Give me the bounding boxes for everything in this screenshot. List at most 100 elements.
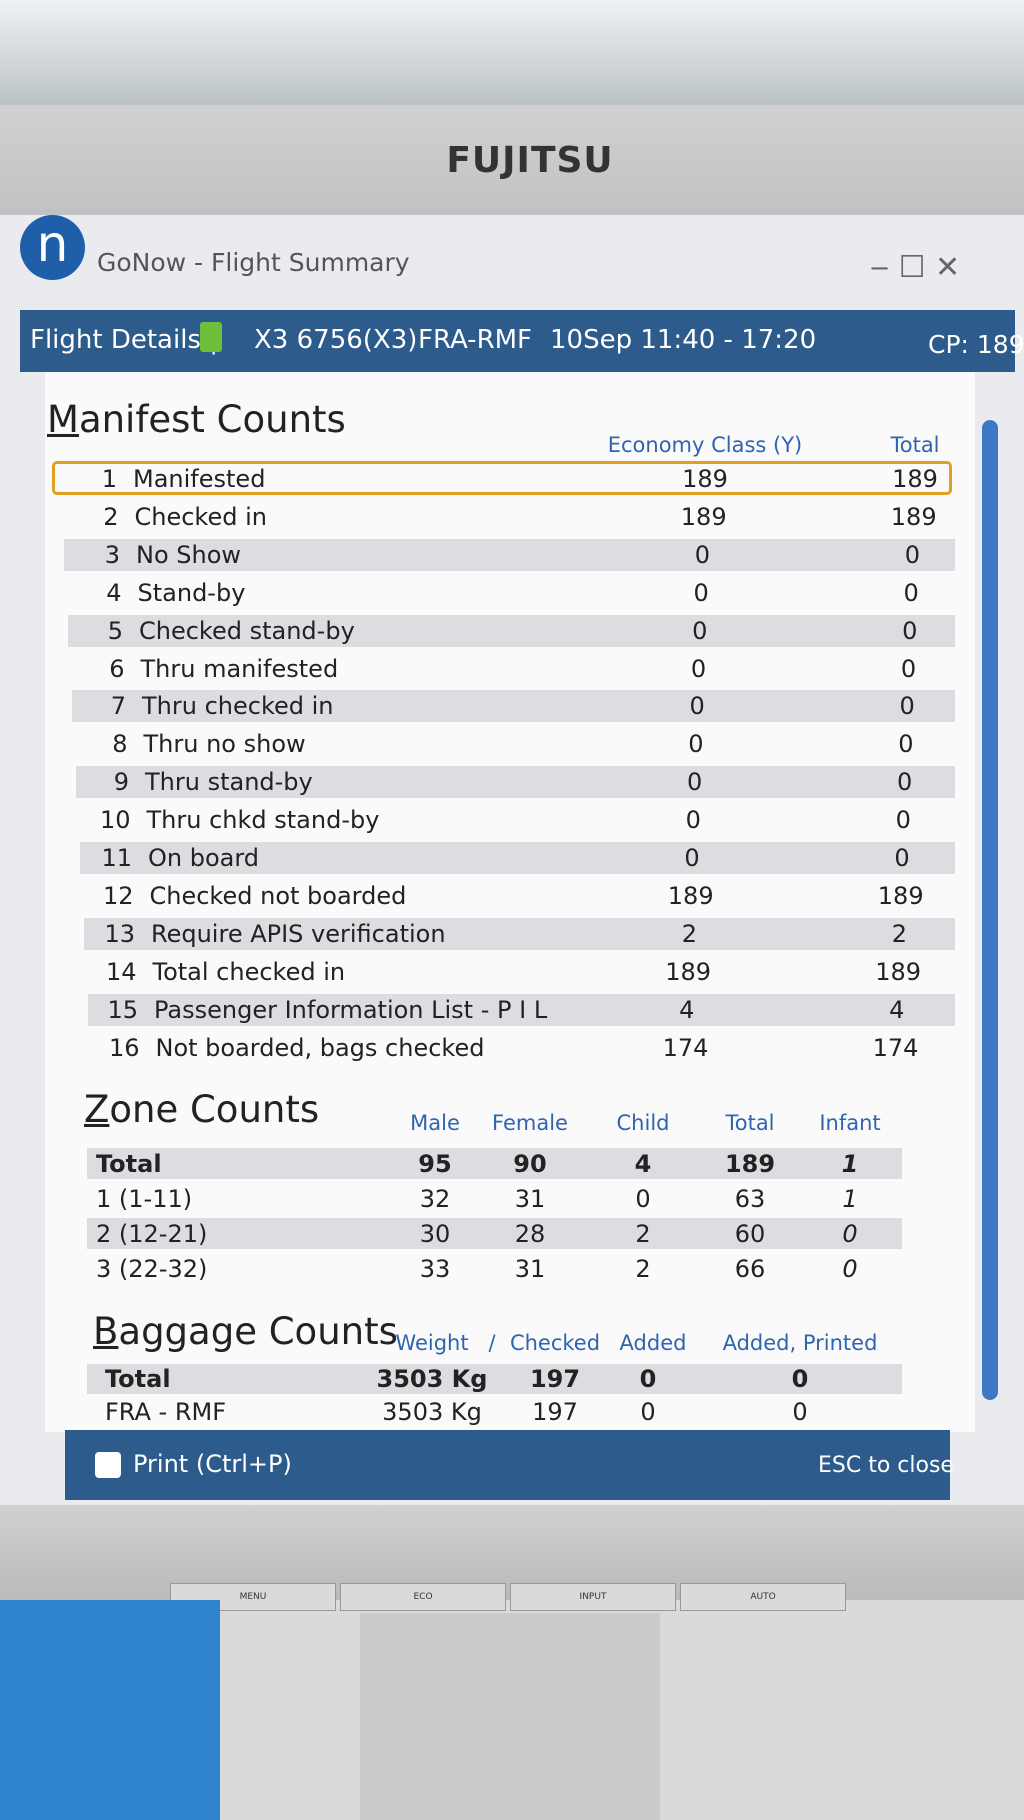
footer-bar (65, 1430, 950, 1500)
zone-value: 66 (734, 1255, 766, 1283)
baggage-label: FRA - RMF (105, 1398, 227, 1426)
selected-row (52, 461, 952, 495)
row-label: Checked in (134, 502, 267, 531)
baggage-value: 0 (639, 1365, 657, 1393)
section-title: Baggage Counts (93, 1310, 398, 1353)
row-stripe (80, 842, 955, 874)
count-value: 0 (900, 654, 917, 683)
row-stripe (87, 1364, 902, 1394)
section-title: Zone Counts (84, 1088, 320, 1131)
row-stripe (68, 614, 955, 647)
zone-value: 2 (635, 1255, 651, 1283)
baggage-value: 197 (529, 1365, 581, 1393)
zone-label: 2 (12-21) (96, 1220, 208, 1248)
row-number: 12 (102, 881, 134, 910)
count-value: 2 (681, 919, 698, 948)
column-header: Female (492, 1111, 568, 1135)
row-label: Total checked in (152, 957, 346, 986)
row-number: 5 (107, 616, 123, 645)
column-header: Total (725, 1111, 775, 1135)
count-value: 0 (902, 616, 918, 645)
row-label: Stand-by (137, 578, 246, 607)
count-value: 0 (685, 806, 701, 835)
zone-value: 60 (734, 1220, 766, 1248)
row-number: 4 (106, 578, 122, 607)
checkpoint: CP: 189 (928, 330, 1024, 359)
row-stripe (88, 993, 955, 1026)
row-number: 16 (108, 1033, 140, 1062)
monitor-button[interactable]: INPUT (510, 1583, 676, 1611)
monitor-button[interactable]: ECO (340, 1583, 506, 1611)
flight-time: 10Sep 11:40 - 17:20 (550, 325, 817, 355)
column-header: Infant (819, 1111, 881, 1135)
zone-label: Total (96, 1150, 162, 1178)
count-value: 0 (686, 768, 703, 797)
zone-value: 28 (514, 1220, 546, 1248)
row-number: 11 (101, 844, 132, 872)
row-label: Thru chkd stand-by (146, 806, 380, 835)
zone-value: 0 (842, 1220, 858, 1248)
print-icon (95, 1452, 121, 1478)
count-value: 189 (875, 957, 921, 986)
column-header: Added, Printed (722, 1331, 878, 1355)
count-value: 4 (889, 995, 905, 1024)
count-value: 0 (694, 540, 711, 569)
count-value: 174 (662, 1033, 709, 1062)
row-number: 13 (104, 919, 135, 948)
row-label: Passenger Information List - P I L (154, 995, 548, 1024)
monitor-button[interactable]: AUTO (680, 1583, 846, 1611)
row-label: No Show (136, 540, 242, 569)
count-value: 0 (898, 730, 914, 759)
print-button[interactable]: Print (Ctrl+P) (133, 1450, 292, 1478)
window-controls[interactable]: ‒ ☐ ✕ (870, 250, 961, 285)
row-label: Thru checked in (142, 692, 334, 721)
column-header: Added (619, 1331, 687, 1355)
row-label: Checked not boarded (149, 881, 407, 910)
count-value: 0 (903, 578, 919, 607)
baggage-value: 3503 Kg (382, 1398, 482, 1426)
row-label: Checked stand-by (139, 616, 355, 645)
count-value: 189 (892, 465, 938, 493)
flight-number: X3 6756(X3) (254, 325, 418, 355)
count-value: 0 (688, 730, 704, 759)
column-header: Weight (395, 1331, 469, 1355)
sticker (0, 1600, 220, 1820)
count-value: 0 (690, 654, 707, 683)
zone-value: 1 (841, 1150, 859, 1178)
count-value: 189 (682, 465, 728, 493)
header-label: Flight Details | (30, 325, 219, 355)
scrollbar[interactable] (982, 420, 998, 1400)
row-label: Thru no show (143, 730, 306, 759)
stand (360, 1613, 660, 1820)
row-number: 10 (99, 806, 131, 835)
row-number: 9 (113, 768, 129, 797)
zone-value: 32 (419, 1185, 451, 1213)
row-stripe (87, 1218, 902, 1249)
count-value: 189 (877, 881, 924, 910)
count-value: 189 (890, 502, 937, 531)
zone-label: 1 (1-11) (96, 1185, 193, 1213)
row-stripe (87, 1148, 902, 1179)
count-value: 0 (894, 844, 910, 872)
brand: FUJITSU (446, 140, 614, 181)
count-value: 0 (896, 768, 913, 797)
row-number: 2 (103, 502, 119, 531)
count-value: 0 (693, 578, 709, 607)
zone-value: 1 (842, 1185, 858, 1213)
count-value: 2 (891, 919, 908, 948)
row-label: Require APIS verification (151, 919, 446, 948)
row-label: On board (148, 844, 260, 872)
zone-value: 30 (419, 1220, 451, 1248)
row-number: 1 (101, 465, 117, 493)
row-stripe (72, 690, 955, 723)
column-header: Checked (509, 1331, 601, 1355)
count-value: 189 (680, 502, 727, 531)
count-value: 0 (684, 844, 700, 872)
background-window (0, 0, 1024, 110)
row-number: 15 (107, 995, 138, 1024)
zone-label: 3 (22-32) (96, 1255, 208, 1283)
count-value: 0 (692, 616, 708, 645)
count-value: 189 (665, 957, 711, 986)
row-label: Thru stand-by (145, 768, 313, 797)
